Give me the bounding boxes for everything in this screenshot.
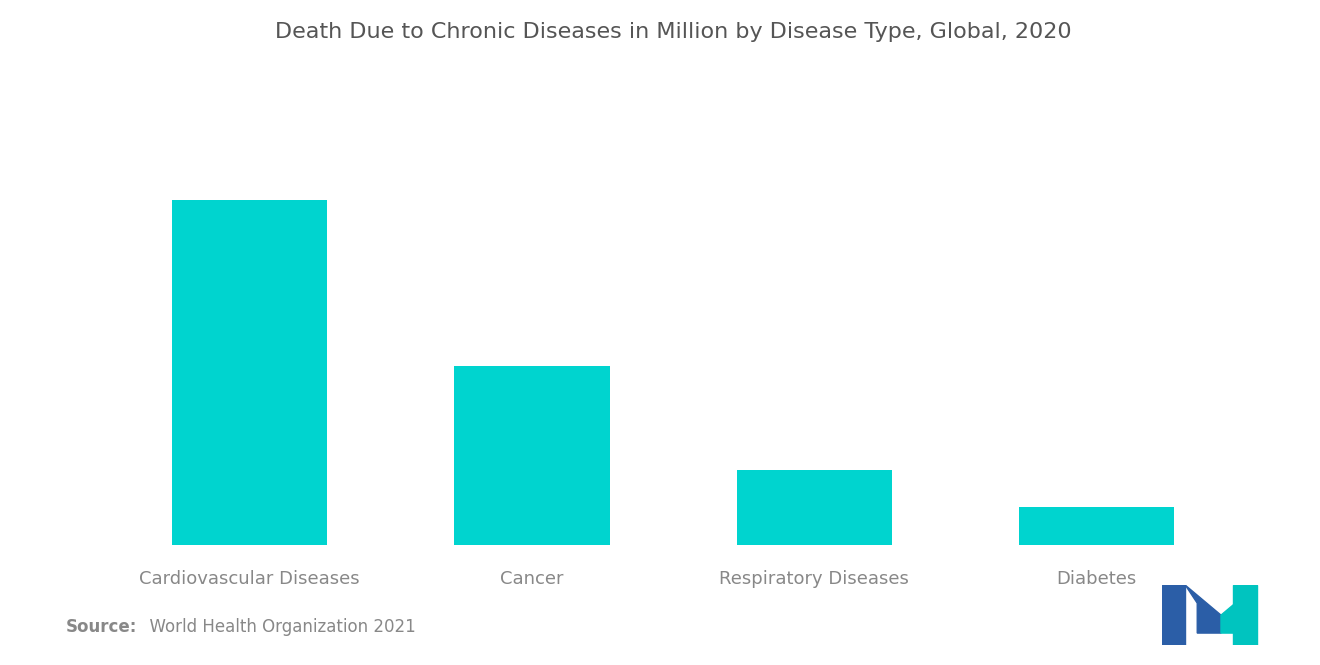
Bar (454, 366, 610, 545)
Text: World Health Organization 2021: World Health Organization 2021 (139, 618, 416, 636)
Bar (737, 470, 892, 545)
Title: Death Due to Chronic Diseases in Million by Disease Type, Global, 2020: Death Due to Chronic Diseases in Million… (275, 22, 1072, 42)
Polygon shape (1233, 585, 1257, 645)
Polygon shape (1221, 585, 1257, 633)
Bar (1019, 507, 1175, 545)
Text: Source:: Source: (66, 618, 137, 636)
Bar (172, 200, 327, 545)
Polygon shape (1185, 585, 1221, 633)
Polygon shape (1162, 585, 1185, 645)
